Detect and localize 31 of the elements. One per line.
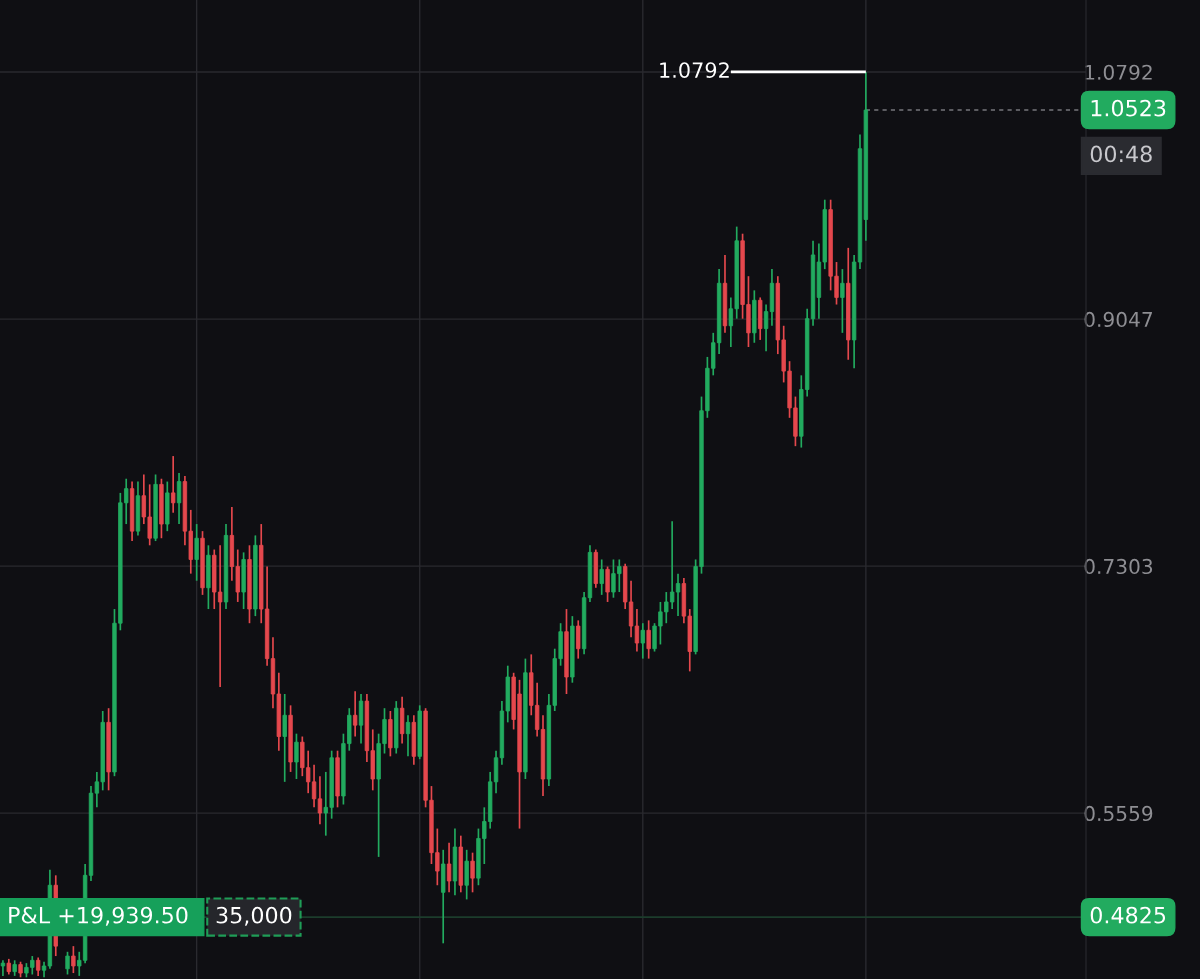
candlestick bbox=[405, 714, 411, 758]
candlestick bbox=[71, 945, 76, 974]
candlestick bbox=[176, 472, 182, 525]
y-tick-label: 1.0792 bbox=[1085, 64, 1152, 80]
annotation: 35,000 bbox=[216, 906, 292, 926]
annotation: 1.0792 bbox=[660, 62, 729, 78]
annotation: P&L +19,939.50 bbox=[9, 906, 188, 926]
candlestick bbox=[763, 303, 769, 353]
candlestick bbox=[194, 523, 199, 582]
candlestick bbox=[35, 956, 41, 977]
candlestick bbox=[65, 950, 70, 976]
ref-line-label: 0.4825 bbox=[1090, 906, 1166, 924]
y-tick-label: 0.7303 bbox=[1084, 558, 1153, 575]
ref-line-label: 1.0523 bbox=[1091, 99, 1166, 117]
candlestick bbox=[294, 732, 299, 780]
candlestick bbox=[282, 693, 287, 783]
y-tick-label: 0.9047 bbox=[1084, 311, 1152, 328]
candlestick bbox=[646, 619, 651, 660]
candlestick bbox=[576, 619, 581, 660]
candlestick bbox=[605, 565, 610, 603]
candlestick bbox=[640, 622, 645, 660]
candlestick bbox=[446, 841, 452, 894]
y-tick-label: 0.5559 bbox=[1084, 805, 1153, 822]
candlestick bbox=[599, 558, 604, 596]
candlestick bbox=[170, 455, 176, 514]
candlestick bbox=[470, 851, 475, 894]
candlestick bbox=[317, 775, 323, 826]
candlestick bbox=[634, 608, 640, 653]
candlestick bbox=[352, 690, 358, 738]
text: 00:48 bbox=[1090, 145, 1152, 163]
candlestick bbox=[840, 268, 845, 334]
